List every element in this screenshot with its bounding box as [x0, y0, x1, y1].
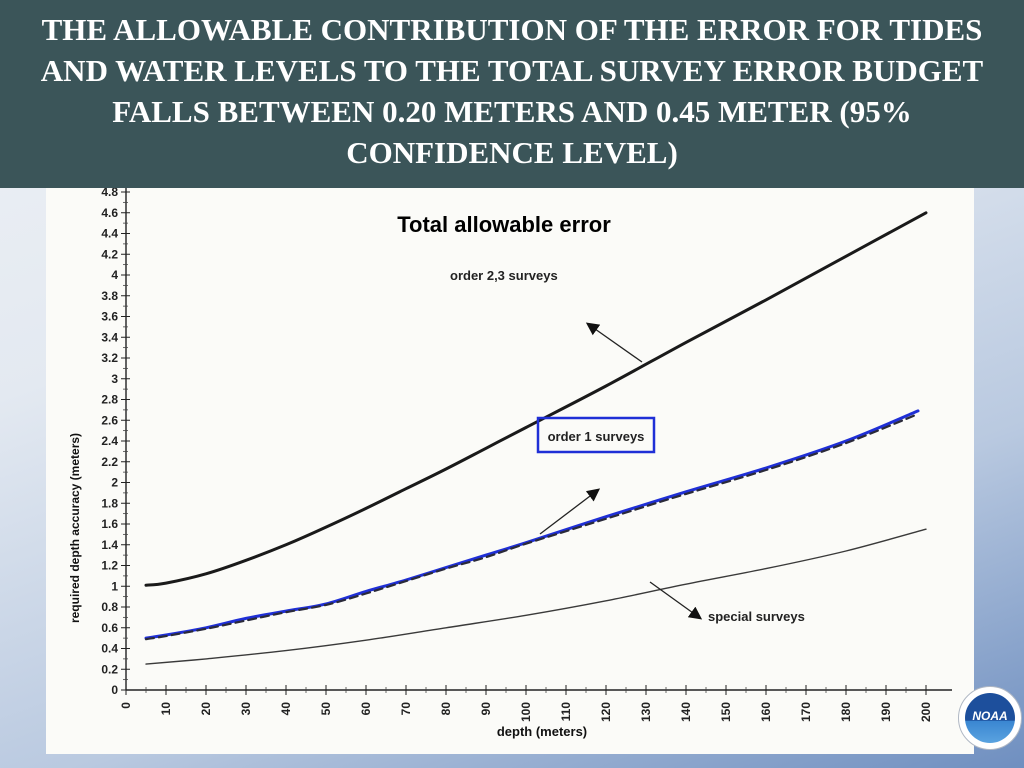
x-tick-label: 40 — [279, 702, 293, 716]
y-tick-label: 3 — [111, 372, 118, 386]
x-tick-label: 30 — [239, 702, 253, 716]
y-tick-label: 3.6 — [101, 310, 118, 324]
y-tick-label: 3.4 — [101, 330, 118, 344]
y-tick-label: 4.4 — [101, 227, 118, 241]
y-tick-label: 1 — [111, 579, 118, 593]
x-tick-label: 150 — [719, 702, 733, 722]
axes-layer: 0 0.2 0.4 0.6 0.8 1 1.2 1.4 1.6 1.8 2 2.2 2.4 2.6 2.8 3… — [101, 188, 952, 722]
y-tick-label: 4.6 — [101, 206, 118, 220]
annotation-layer: order 2,3 surveys order 1 surveys special … — [450, 268, 805, 624]
x-tick-label: 80 — [439, 702, 453, 716]
y-axis-label: required depth accuracy (meters) — [68, 433, 82, 623]
annotation-special: special surveys — [708, 609, 805, 624]
x-tick-label: 130 — [639, 702, 653, 722]
x-tick-label: 20 — [199, 702, 213, 716]
noaa-emblem-icon: NOAA — [965, 693, 1015, 743]
y-tick-label: 1.6 — [101, 517, 118, 531]
annotation-order-1-box — [536, 416, 656, 454]
x-tick-label: 110 — [559, 702, 573, 722]
y-tick-label: 3.2 — [101, 351, 118, 365]
y-tick-label: 1.2 — [101, 559, 118, 573]
y-tick-label: 0.4 — [101, 642, 118, 656]
y-tick-label: 1.8 — [101, 496, 118, 510]
x-tick-label: 160 — [759, 702, 773, 722]
x-tick-label: 170 — [799, 702, 813, 722]
y-tick-label: 1.4 — [101, 538, 118, 552]
annotation-order-2-3: order 2,3 surveys — [450, 268, 558, 283]
chart-panel: 0 0.2 0.4 0.6 0.8 1 1.2 1.4 1.6 1.8 2 2.2 2.4 2.6 2.8 3… — [46, 188, 974, 754]
x-tick-label: 60 — [359, 702, 373, 716]
y-tick-label: 3.8 — [101, 289, 118, 303]
x-tick-label: 0 — [119, 702, 133, 709]
y-tick-label: 0.6 — [101, 621, 118, 635]
y-tick-label: 2.8 — [101, 393, 118, 407]
arrow-order-1 — [539, 488, 601, 535]
y-tick-label: 4.2 — [101, 247, 118, 261]
slide-title: THE ALLOWABLE CONTRIBUTION OF THE ERROR … — [40, 12, 984, 170]
x-tick-label: 50 — [319, 702, 333, 716]
y-tick-label: 4.8 — [101, 188, 118, 199]
chart-title: Total allowable error — [397, 212, 611, 237]
y-tick-label: 2 — [111, 476, 118, 490]
y-tick-label: 2.4 — [101, 434, 118, 448]
x-tick-label: 90 — [479, 702, 493, 716]
x-tick-label: 140 — [679, 702, 693, 722]
x-tick-label: 10 — [159, 702, 173, 716]
x-tick-label: 200 — [919, 702, 933, 722]
series-order-1-dashed-line — [144, 412, 920, 641]
x-tick-label: 70 — [399, 702, 413, 716]
y-tick-label: 0 — [111, 683, 118, 697]
x-axis-label: depth (meters) — [497, 724, 587, 739]
y-tick-label: 4 — [111, 268, 118, 282]
series-order-1-line — [144, 409, 920, 640]
arrow-special — [649, 581, 703, 620]
x-tick-label: 190 — [879, 702, 893, 722]
y-tick-label: 0.8 — [101, 600, 118, 614]
y-tick-label: 0.2 — [101, 662, 118, 676]
series-special-line — [145, 528, 927, 665]
series-layer — [144, 211, 928, 665]
x-tick-label: 120 — [599, 702, 613, 722]
noaa-logo: NOAA — [958, 686, 1022, 750]
series-order-2-3-line — [144, 211, 928, 587]
annotation-order-1: order 1 surveys — [548, 429, 645, 444]
x-tick-label: 100 — [519, 702, 533, 722]
y-tick-label: 2.6 — [101, 413, 118, 427]
arrow-order-2-3 — [585, 322, 643, 363]
depth-accuracy-chart: 0 0.2 0.4 0.6 0.8 1 1.2 1.4 1.6 1.8 2 2.2 2.4 2.6 2.8 3… — [68, 188, 952, 739]
title-banner: THE ALLOWABLE CONTRIBUTION OF THE ERROR … — [0, 0, 1024, 188]
noaa-logo-text: NOAA — [972, 709, 1008, 723]
x-tick-label: 180 — [839, 702, 853, 722]
y-tick-label: 2.2 — [101, 455, 118, 469]
